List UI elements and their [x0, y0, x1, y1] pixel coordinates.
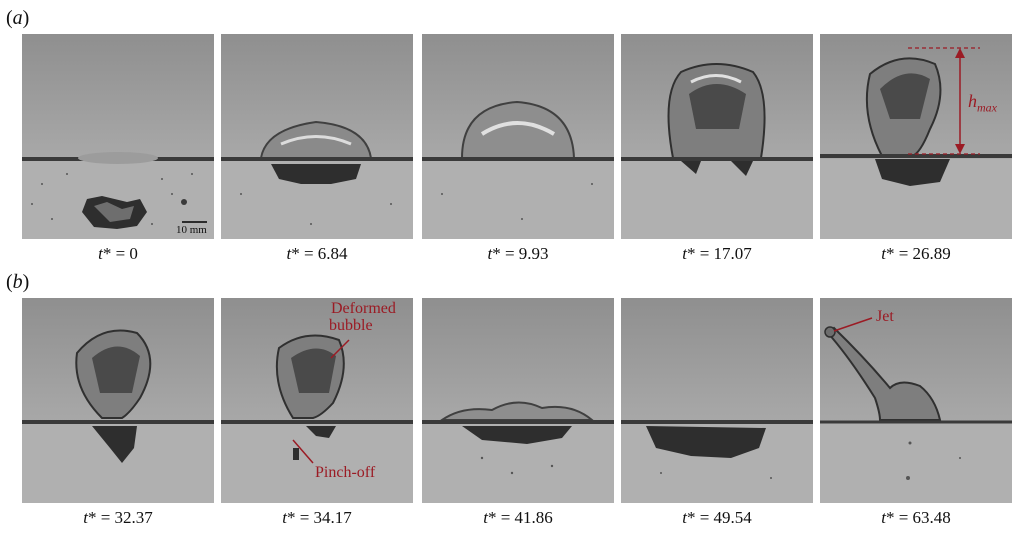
photo-frame-a1: 10 mm	[22, 34, 214, 239]
deformed-bubble-annotation: Deformed bubble	[329, 300, 396, 334]
photo-frame-b2: Deformed bubble Pinch-off	[221, 298, 413, 503]
bubble-photo	[820, 47, 1012, 239]
bubble-photo	[621, 420, 813, 503]
time-caption: t* = 63.48	[881, 508, 951, 527]
photo-frame-a3	[422, 34, 614, 239]
photo-frame-a4	[621, 34, 813, 239]
time-caption: t* = 0	[98, 244, 138, 263]
bubble-photo	[422, 100, 614, 239]
time-caption: t* = 49.54	[682, 508, 752, 527]
time-caption: t* = 32.37	[83, 508, 153, 527]
photo-frame-a5: hmax	[820, 34, 1012, 239]
time-caption: t* = 34.17	[282, 508, 352, 527]
photo-frame-a2	[221, 34, 413, 239]
pinch-off-annotation: Pinch-off	[315, 464, 376, 481]
scale-bar-label: 10 mm	[176, 224, 207, 236]
photo-frame-b1	[22, 298, 214, 503]
jet-annotation: Jet	[876, 308, 894, 325]
time-caption: t* = 9.93	[487, 244, 549, 263]
bubble-photo	[221, 334, 413, 503]
time-caption: t* = 17.07	[682, 244, 752, 263]
bubble-photo	[221, 120, 413, 239]
photo-frame-b4	[621, 298, 813, 503]
bubble-photo	[22, 329, 214, 503]
photo-frame-b3	[422, 298, 614, 503]
hmax-annotation: hmax	[968, 91, 997, 115]
bubble-photo	[422, 401, 614, 503]
bubble-photo	[621, 63, 813, 239]
photo-frame-b5: Jet	[820, 298, 1012, 503]
time-caption: t* = 26.89	[881, 244, 951, 263]
time-caption: t* = 41.86	[483, 508, 553, 527]
time-caption: t* = 6.84	[286, 244, 348, 263]
panel-label-b: (b)	[6, 271, 30, 293]
bubble-photo	[22, 152, 214, 239]
panel-label-a: (a)	[6, 7, 30, 29]
bubble-photo	[820, 317, 1012, 503]
